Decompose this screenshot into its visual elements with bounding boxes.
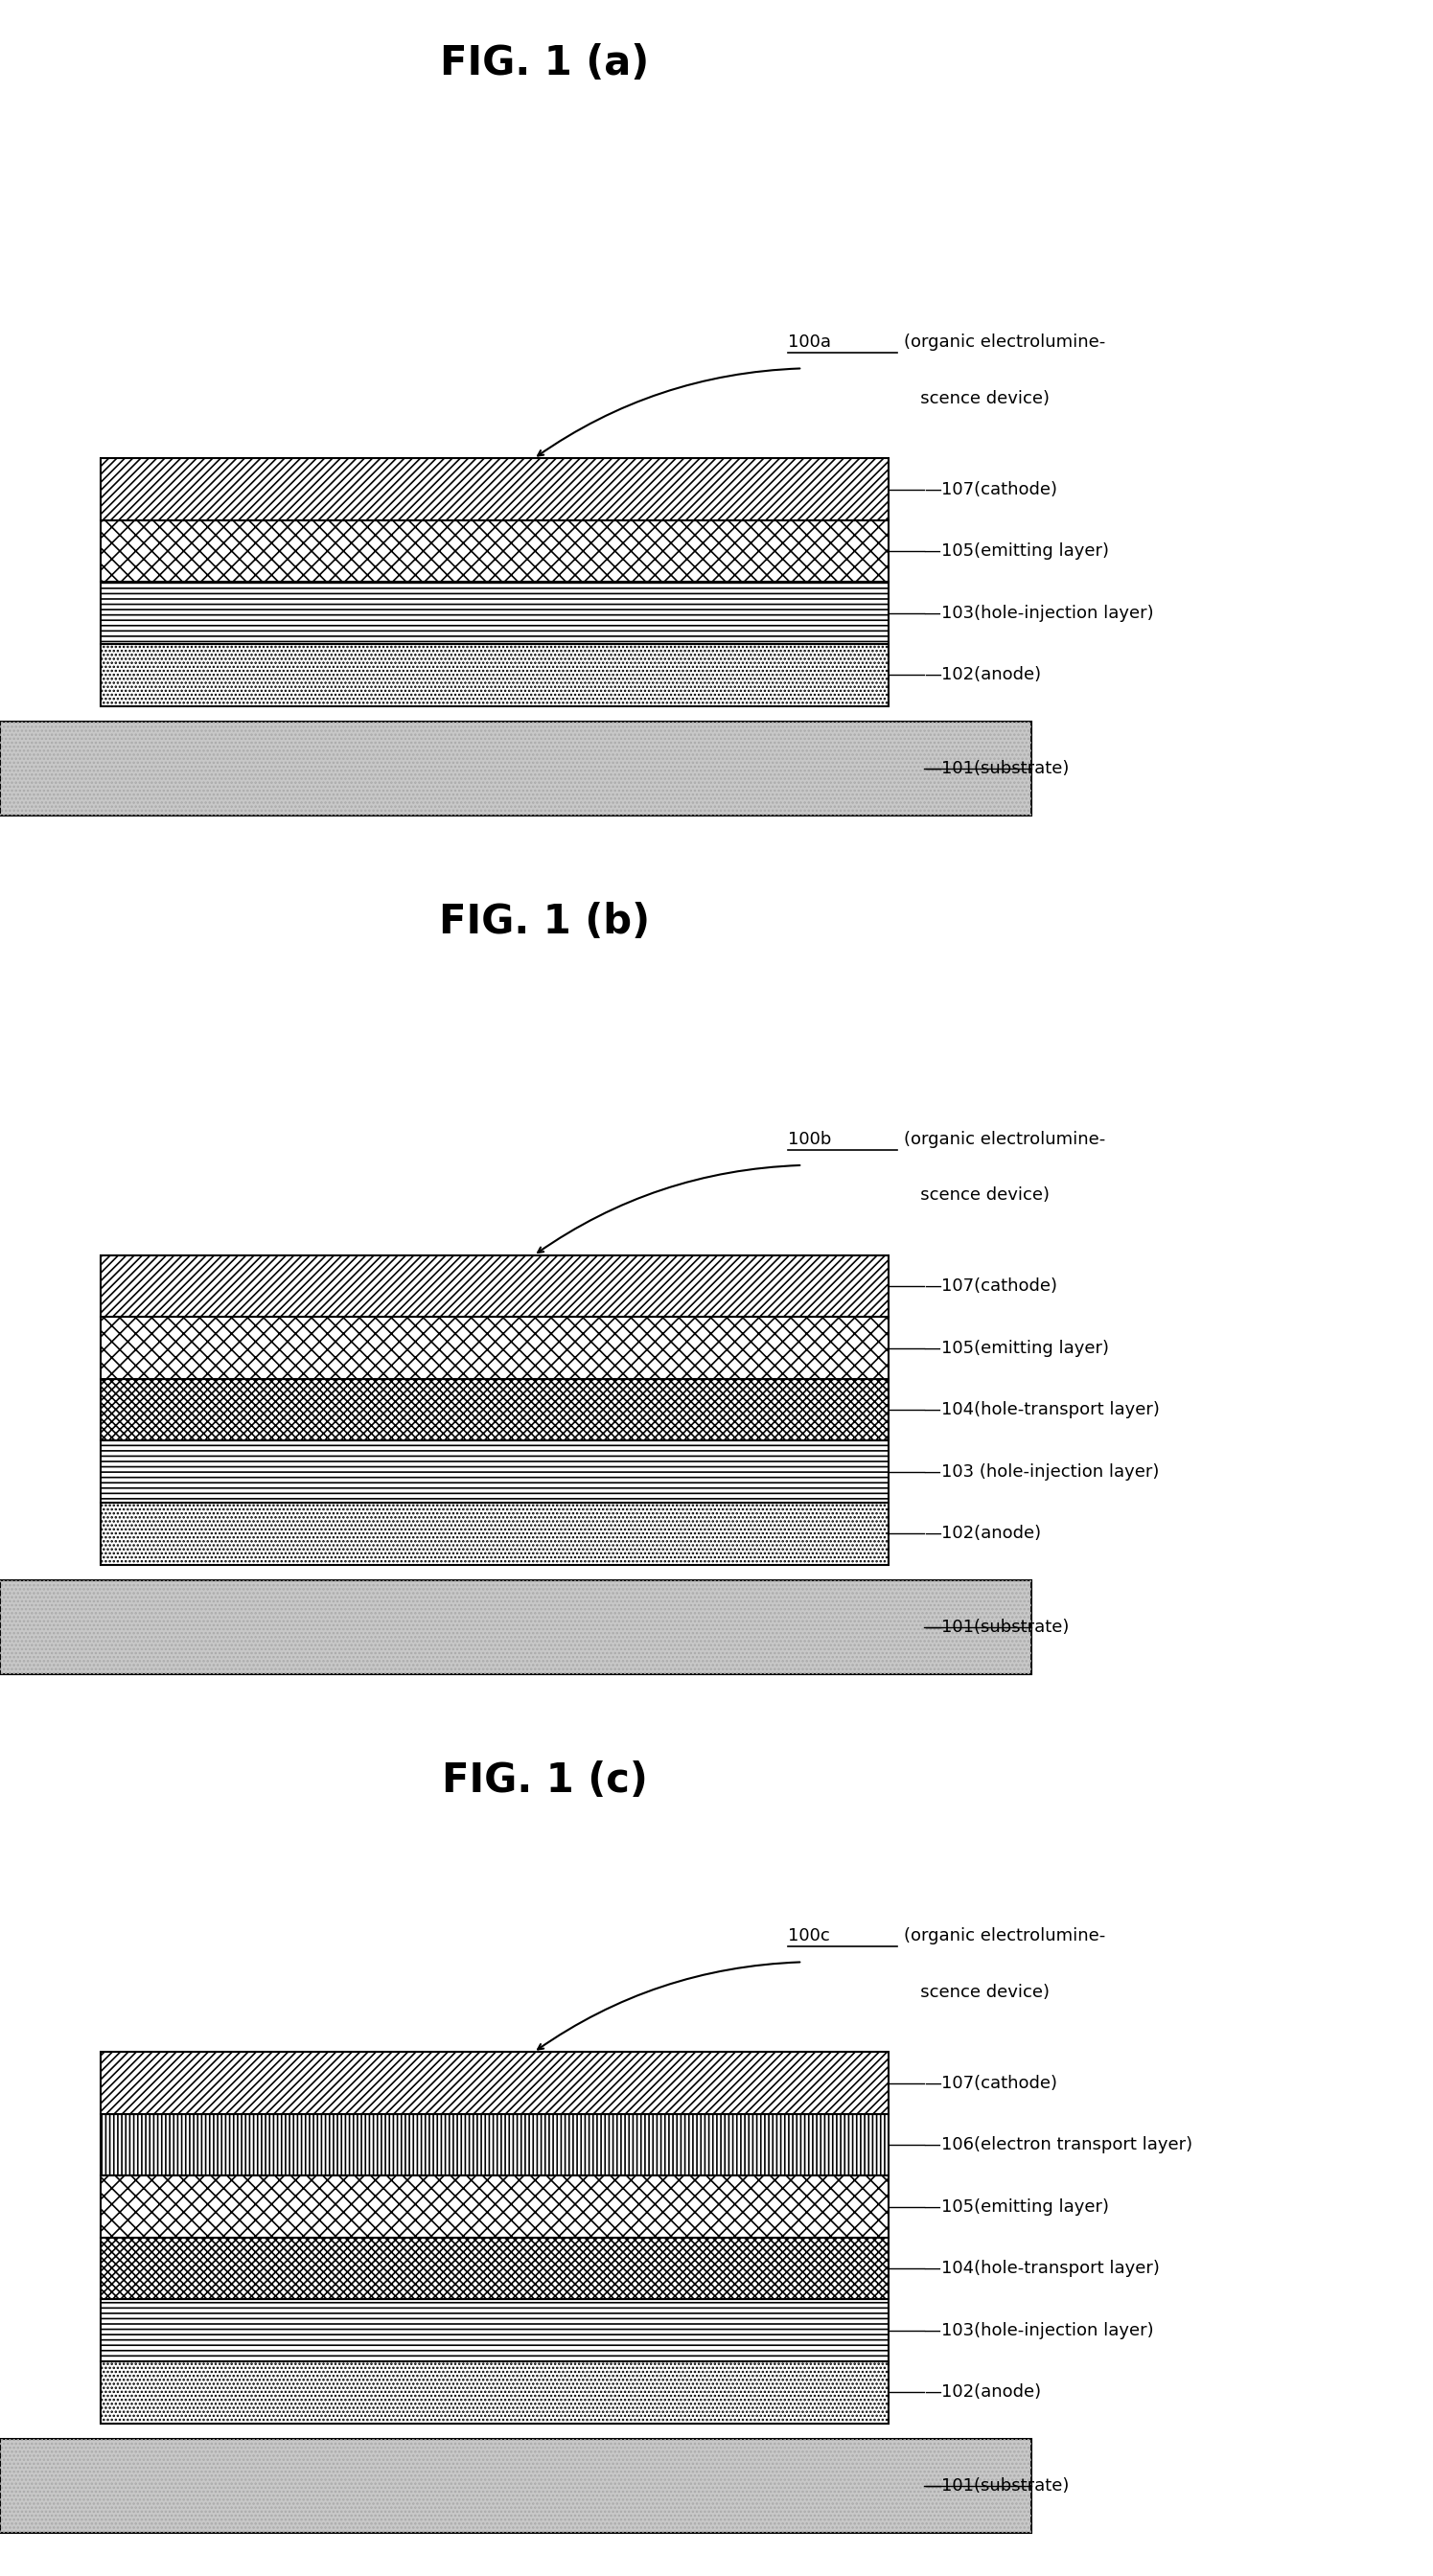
Text: —103(hole-injection layer): —103(hole-injection layer) [924,605,1154,621]
Text: FIG. 1 (a): FIG. 1 (a) [440,44,649,82]
Bar [100,2362,888,2424]
Text: —103 (hole-injection layer): —103 (hole-injection layer) [924,1463,1159,1481]
Bar [100,1316,888,1378]
Text: —106(electron transport layer): —106(electron transport layer) [924,2136,1192,2154]
Text: —107(cathode): —107(cathode) [924,482,1058,497]
Text: —102(anode): —102(anode) [924,1525,1042,1543]
Bar [100,1378,888,1440]
Bar [0,721,1032,817]
Bar [100,1502,888,1564]
Bar [100,1255,888,1316]
Bar [100,582,888,644]
Text: scence device): scence device) [904,1984,1050,2002]
Bar [0,1579,1032,1674]
Text: 100a: 100a [788,335,831,350]
Bar [0,721,1032,817]
Text: FIG. 1 (b): FIG. 1 (b) [438,902,651,943]
Text: (organic electrolumine-: (organic electrolumine- [904,335,1106,350]
Text: —107(cathode): —107(cathode) [924,1278,1058,1296]
Text: (organic electrolumine-: (organic electrolumine- [904,1131,1106,1149]
Text: scence device): scence device) [904,389,1050,407]
Bar [0,2439,1032,2532]
Text: —102(anode): —102(anode) [924,667,1042,683]
Bar [100,2115,888,2177]
Text: FIG. 1 (c): FIG. 1 (c) [441,1759,648,1801]
Text: —101(substrate): —101(substrate) [924,2478,1069,2494]
Text: —105(emitting layer): —105(emitting layer) [924,2197,1109,2215]
Text: —104(hole-transport layer): —104(hole-transport layer) [924,2259,1159,2277]
Bar [0,1579,1032,1674]
Text: (organic electrolumine-: (organic electrolumine- [904,1927,1106,1945]
Text: 100b: 100b [788,1131,831,1149]
Bar [100,520,888,582]
Text: scence device): scence device) [904,1188,1050,1203]
Text: —105(emitting layer): —105(emitting layer) [924,544,1109,559]
Text: —105(emitting layer): —105(emitting layer) [924,1340,1109,1358]
Bar [100,459,888,520]
Text: —101(substrate): —101(substrate) [924,1618,1069,1636]
Text: —103(hole-injection layer): —103(hole-injection layer) [924,2321,1154,2339]
Bar [100,644,888,706]
Text: —102(anode): —102(anode) [924,2383,1042,2401]
Bar [100,2239,888,2300]
Bar [0,2439,1032,2532]
Bar [100,2053,888,2115]
Text: 100c: 100c [788,1927,830,1945]
Text: —101(substrate): —101(substrate) [924,760,1069,778]
Text: —107(cathode): —107(cathode) [924,2074,1058,2092]
Text: —104(hole-transport layer): —104(hole-transport layer) [924,1401,1159,1419]
Bar [100,2177,888,2239]
Bar [100,1440,888,1502]
Bar [100,2300,888,2362]
